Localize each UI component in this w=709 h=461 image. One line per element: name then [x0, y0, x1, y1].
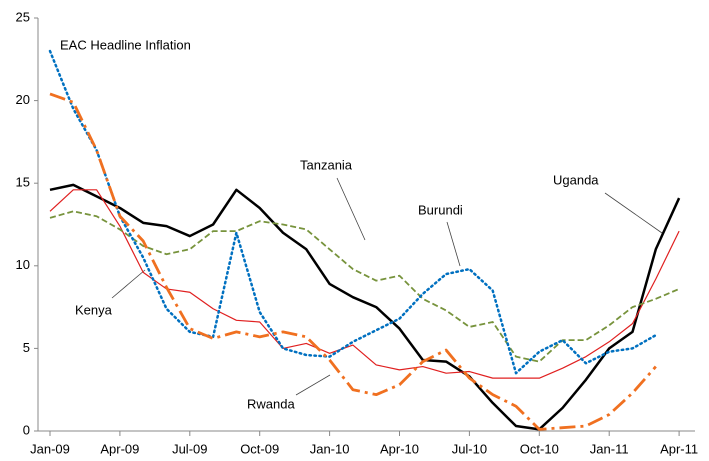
series-line	[49, 183, 681, 431]
y-tick-label: 15	[16, 175, 30, 190]
series-label: Burundi	[418, 202, 463, 217]
series-line	[49, 189, 680, 379]
x-tick-label: Jan-10	[310, 441, 350, 456]
series-line	[49, 210, 680, 363]
series-label: Uganda	[553, 172, 599, 187]
x-tick-label: Jan-09	[30, 441, 70, 456]
series-line	[48, 49, 658, 375]
y-tick-label: 0	[23, 422, 30, 437]
x-tick-label: Oct-10	[520, 441, 559, 456]
x-tick-label: Apr-09	[100, 441, 139, 456]
x-tick-label: Jan-11	[590, 441, 629, 456]
x-tick-label: Apr-11	[660, 441, 698, 456]
leader-line	[111, 269, 146, 299]
chart-title: EAC Headline Inflation	[60, 37, 191, 52]
series-label: Rwanda	[247, 396, 295, 411]
series-line	[49, 92, 657, 431]
leader-line	[295, 374, 331, 396]
leader-line	[604, 192, 663, 234]
leader-line	[336, 177, 366, 241]
y-tick-label: 20	[16, 92, 30, 107]
y-tick-label: 25	[16, 9, 30, 24]
x-tick-label: Jul-10	[452, 441, 487, 456]
x-tick-label: Jul-09	[172, 441, 207, 456]
x-tick-label: Apr-10	[380, 441, 419, 456]
series-label: Tanzania	[300, 157, 353, 172]
x-tick-label: Oct-09	[240, 441, 279, 456]
series-label: Kenya	[75, 302, 113, 317]
leader-line	[446, 221, 461, 267]
y-tick-label: 10	[16, 257, 30, 272]
y-tick-label: 5	[23, 340, 30, 355]
